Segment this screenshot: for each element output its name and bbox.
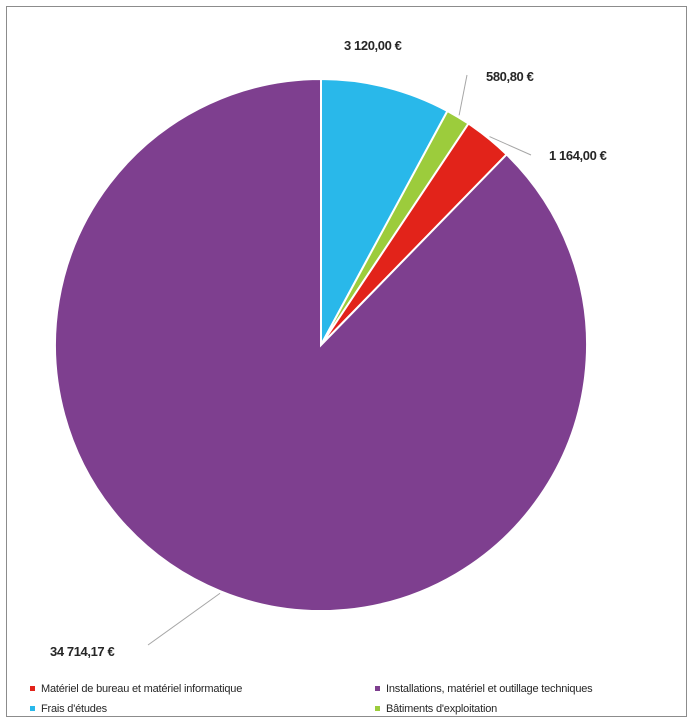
legend-label: Bâtiments d'exploitation [386, 703, 497, 715]
legend-label: Matériel de bureau et matériel informati… [41, 683, 242, 695]
legend-swatch [30, 706, 35, 711]
leader-line [147, 592, 221, 646]
legend-swatch [30, 686, 35, 691]
pie-slice [320, 77, 449, 346]
data-label: 1 164,00 € [549, 148, 607, 163]
pie-slices [54, 77, 588, 612]
legend-swatch [375, 706, 380, 711]
leader-lines [147, 74, 532, 646]
legend-label: Frais d'études [41, 703, 108, 715]
legend: Matériel de bureau et matériel informati… [30, 683, 593, 715]
legend-label: Installations, matériel et outillage tec… [386, 683, 593, 695]
data-label: 580,80 € [486, 69, 534, 84]
leader-line [489, 136, 532, 156]
legend-swatch [375, 686, 380, 691]
data-label: 34 714,17 € [50, 644, 114, 659]
leader-line [458, 74, 468, 116]
pie-slice [54, 77, 588, 612]
data-labels: 3 120,00 € 580,80 € 1 164,00 € 34 714,17 € [50, 38, 607, 659]
data-label: 3 120,00 € [344, 38, 402, 53]
